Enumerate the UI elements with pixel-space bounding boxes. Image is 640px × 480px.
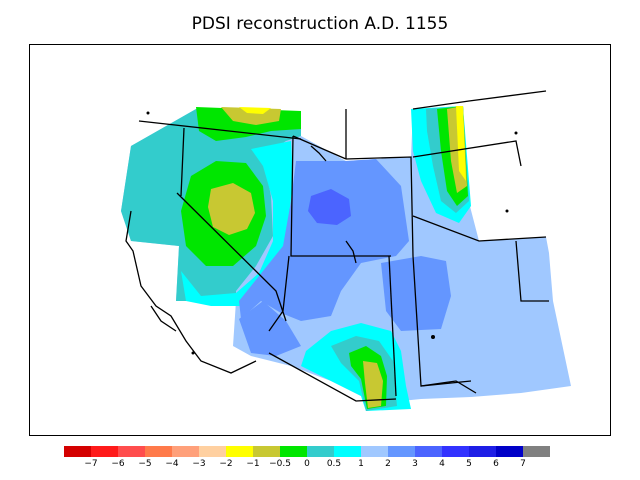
- pdsi-region-ne-yellow: [456, 106, 466, 181]
- pdsi-region-central-darkblue: [308, 189, 351, 225]
- colorbar-swatch: [388, 446, 415, 457]
- colorbar-tick-label: −3: [192, 459, 206, 469]
- utah-border: [290, 135, 391, 257]
- colorbar-swatch: [145, 446, 172, 457]
- pdsi-region-west-cyan: [181, 141, 293, 306]
- colorbar-tick-label: 2: [385, 459, 391, 469]
- dakota-border: [412, 140, 522, 167]
- state-boundaries: [125, 90, 549, 402]
- lake-marker: [146, 111, 150, 115]
- colorbar-tick-label: −5: [138, 459, 152, 469]
- colorbar-swatch: [64, 446, 91, 457]
- utah-lake-outline: [345, 240, 357, 264]
- colorbar-swatch: [280, 446, 307, 457]
- texas-border: [420, 380, 477, 394]
- colorbar-tick-label: −7: [84, 459, 98, 469]
- colorbar-swatch: [334, 446, 361, 457]
- colorbar-swatch: [361, 446, 388, 457]
- idaho-montana-border: [180, 109, 347, 197]
- pdsi-region-central-blue-east: [381, 256, 451, 331]
- map-frame: [29, 44, 611, 436]
- lake-marker: [191, 351, 195, 355]
- colorbar-swatch: [496, 446, 523, 457]
- colorbar-swatch: [118, 446, 145, 457]
- colorbar-tick-label: −4: [165, 459, 179, 469]
- pdsi-region-north-yellow: [239, 107, 271, 114]
- lakes: [146, 111, 518, 355]
- mexico-border: [268, 352, 397, 402]
- colorbar-swatch: [469, 446, 496, 457]
- colorbar-swatch: [172, 446, 199, 457]
- colorbar-swatch: [91, 446, 118, 457]
- colorbar-tick-label: 1: [358, 459, 364, 469]
- lake-marker: [505, 209, 509, 213]
- colorbar-swatch: [253, 446, 280, 457]
- colorbar-tick-label: 5: [466, 459, 472, 469]
- colorbar-tick-label: −0.5: [269, 459, 291, 469]
- colorbar-tick-label: 0.5: [326, 459, 342, 469]
- west-coastline: [125, 210, 257, 374]
- colorbar: [64, 446, 550, 457]
- chart-title: PDSI reconstruction A.D. 1155: [191, 14, 449, 34]
- colorbar-tick-label: −2: [219, 459, 233, 469]
- colorbar-tick-label: 3: [412, 459, 418, 469]
- colorbar-tick-label: −1: [246, 459, 260, 469]
- lake-marker: [514, 131, 518, 135]
- north-border: [138, 90, 547, 140]
- colorbar-swatch: [199, 446, 226, 457]
- colorbar-tick-label: 6: [493, 459, 499, 469]
- colorbar-swatch: [523, 446, 550, 457]
- arizona-border: [268, 255, 290, 332]
- colorbar-tick-label: 7: [520, 459, 526, 469]
- pdsi-region-central-blue: [239, 159, 409, 321]
- four-corners-vertical: [388, 255, 397, 397]
- kansas-border: [515, 240, 549, 302]
- colorbar-tick-label: −6: [111, 459, 125, 469]
- nebraska-border: [412, 215, 547, 242]
- pdsi-region-south-olive: [363, 361, 383, 408]
- colorbar-swatch: [307, 446, 334, 457]
- colorbar-tick-label: 4: [439, 459, 445, 469]
- idaho-panhandle: [310, 145, 327, 162]
- pdsi-map: [121, 90, 571, 411]
- pdsi-region-west-olive: [208, 183, 255, 235]
- colorbar-swatch: [226, 446, 253, 457]
- lake-marker: [431, 335, 435, 339]
- wyoming-border: [345, 156, 414, 257]
- colorbar-labels: −7 −6 −5 −4 −3 −2 −1 −0.5 0 0.5 1 2 3 4 5 6 7: [64, 459, 584, 473]
- colorbar-swatch: [415, 446, 442, 457]
- colorbar-tick-label: 0: [304, 459, 310, 469]
- colorbar-swatch: [442, 446, 469, 457]
